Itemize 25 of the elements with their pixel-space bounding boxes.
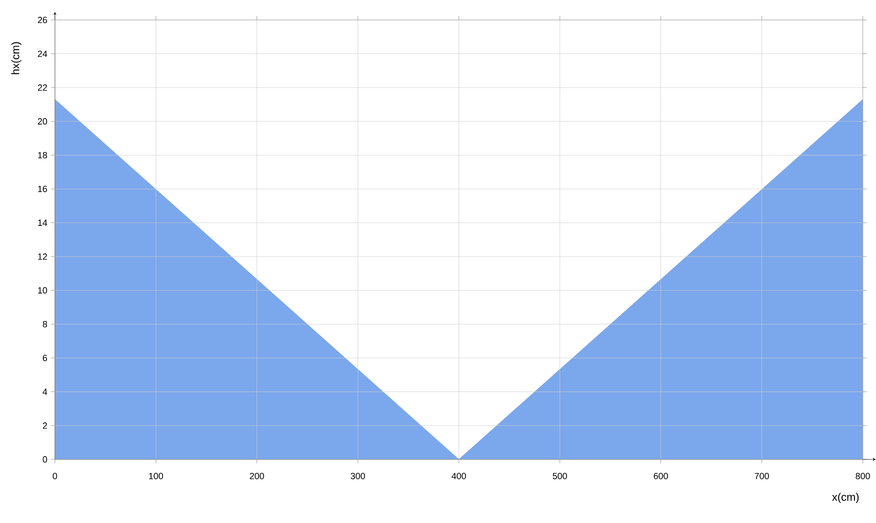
y-tick-label: 16 bbox=[38, 186, 48, 192]
x-tick-label: 200 bbox=[250, 472, 264, 480]
y-tick-label: 22 bbox=[38, 84, 47, 91]
y-tick-label: 2 bbox=[42, 422, 47, 429]
x-tick-label: 100 bbox=[149, 472, 164, 480]
x-tick-label: 800 bbox=[856, 472, 870, 480]
y-tick-label: 4 bbox=[42, 388, 48, 395]
y-tick-label: 8 bbox=[42, 320, 48, 328]
y-tick-label: 26 bbox=[38, 16, 48, 24]
x-tick-label: 400 bbox=[452, 472, 466, 480]
y-tick-label: 10 bbox=[38, 287, 48, 294]
x-tick-label: 600 bbox=[654, 472, 668, 480]
y-tick-label: 12 bbox=[38, 253, 47, 260]
y-tick-label: 20 bbox=[38, 118, 48, 124]
y-tick-label: 14 bbox=[38, 220, 48, 226]
y-tick-label: 6 bbox=[42, 354, 48, 362]
x-tick-label: 0 bbox=[52, 472, 58, 480]
y-axis-title: hx(cm) bbox=[11, 42, 22, 74]
x-tick-label: 500 bbox=[552, 472, 567, 480]
x-tick-label: 300 bbox=[350, 472, 366, 480]
x-axis-title: x(cm) bbox=[832, 492, 859, 503]
y-tick-label: 24 bbox=[38, 50, 48, 57]
y-tick-label: 18 bbox=[38, 152, 48, 158]
x-tick-label: 700 bbox=[754, 472, 769, 480]
y-tick-label: 0 bbox=[42, 456, 48, 462]
